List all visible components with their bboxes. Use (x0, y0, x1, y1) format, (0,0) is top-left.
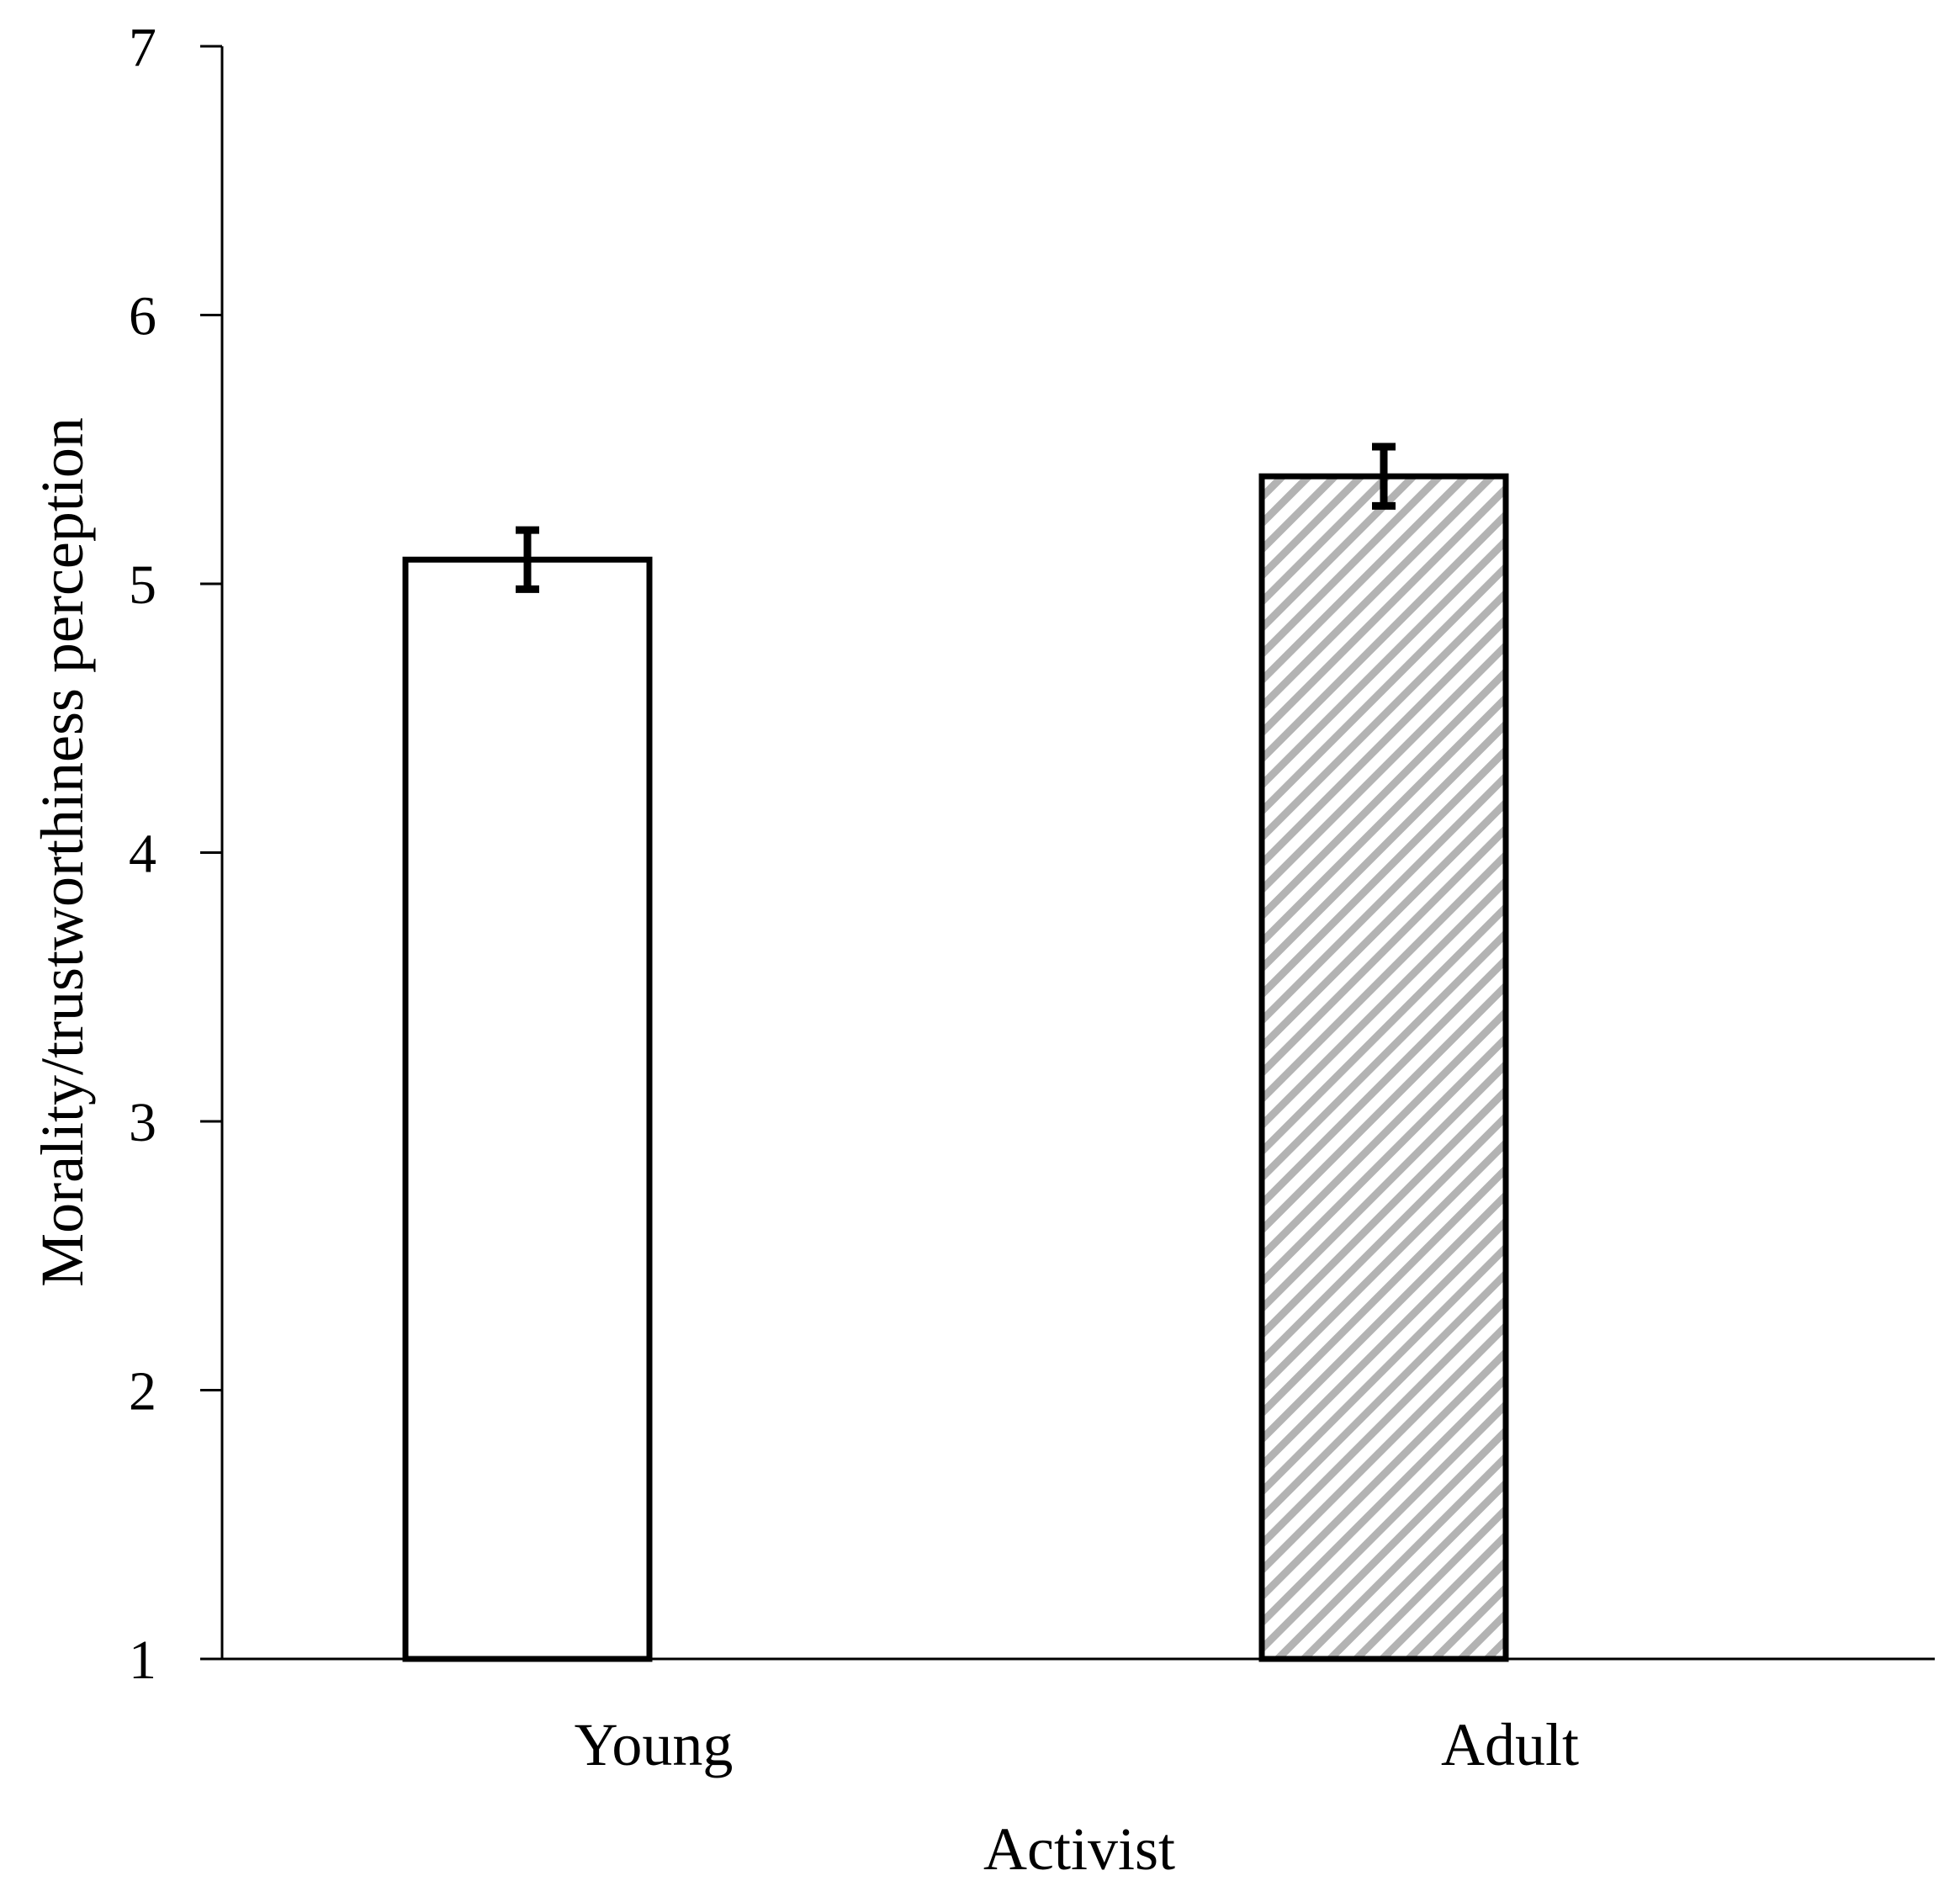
error-bars (516, 442, 1396, 593)
x-category-label: Adult (1441, 1711, 1579, 1778)
y-tick-label: 3 (129, 1092, 156, 1153)
y-axis-title: Morality/trustworthiness perception (29, 417, 96, 1287)
bar-young (402, 556, 653, 1662)
bars (402, 473, 1509, 1662)
y-tick-label: 2 (129, 1361, 156, 1423)
y-tick-label: 6 (129, 286, 156, 347)
x-category-label: Young (575, 1711, 734, 1778)
x-axis-category-labels: Young Adult (575, 1711, 1579, 1778)
y-axis-ticks: 1 2 3 4 5 6 7 (129, 17, 222, 1691)
bar-adult (1258, 473, 1509, 1662)
y-tick-label: 1 (129, 1629, 156, 1691)
x-axis-title: Activist (983, 1815, 1175, 1883)
y-tick-label: 5 (129, 554, 156, 616)
y-tick-label: 4 (129, 824, 156, 885)
y-tick-label: 7 (129, 17, 156, 78)
